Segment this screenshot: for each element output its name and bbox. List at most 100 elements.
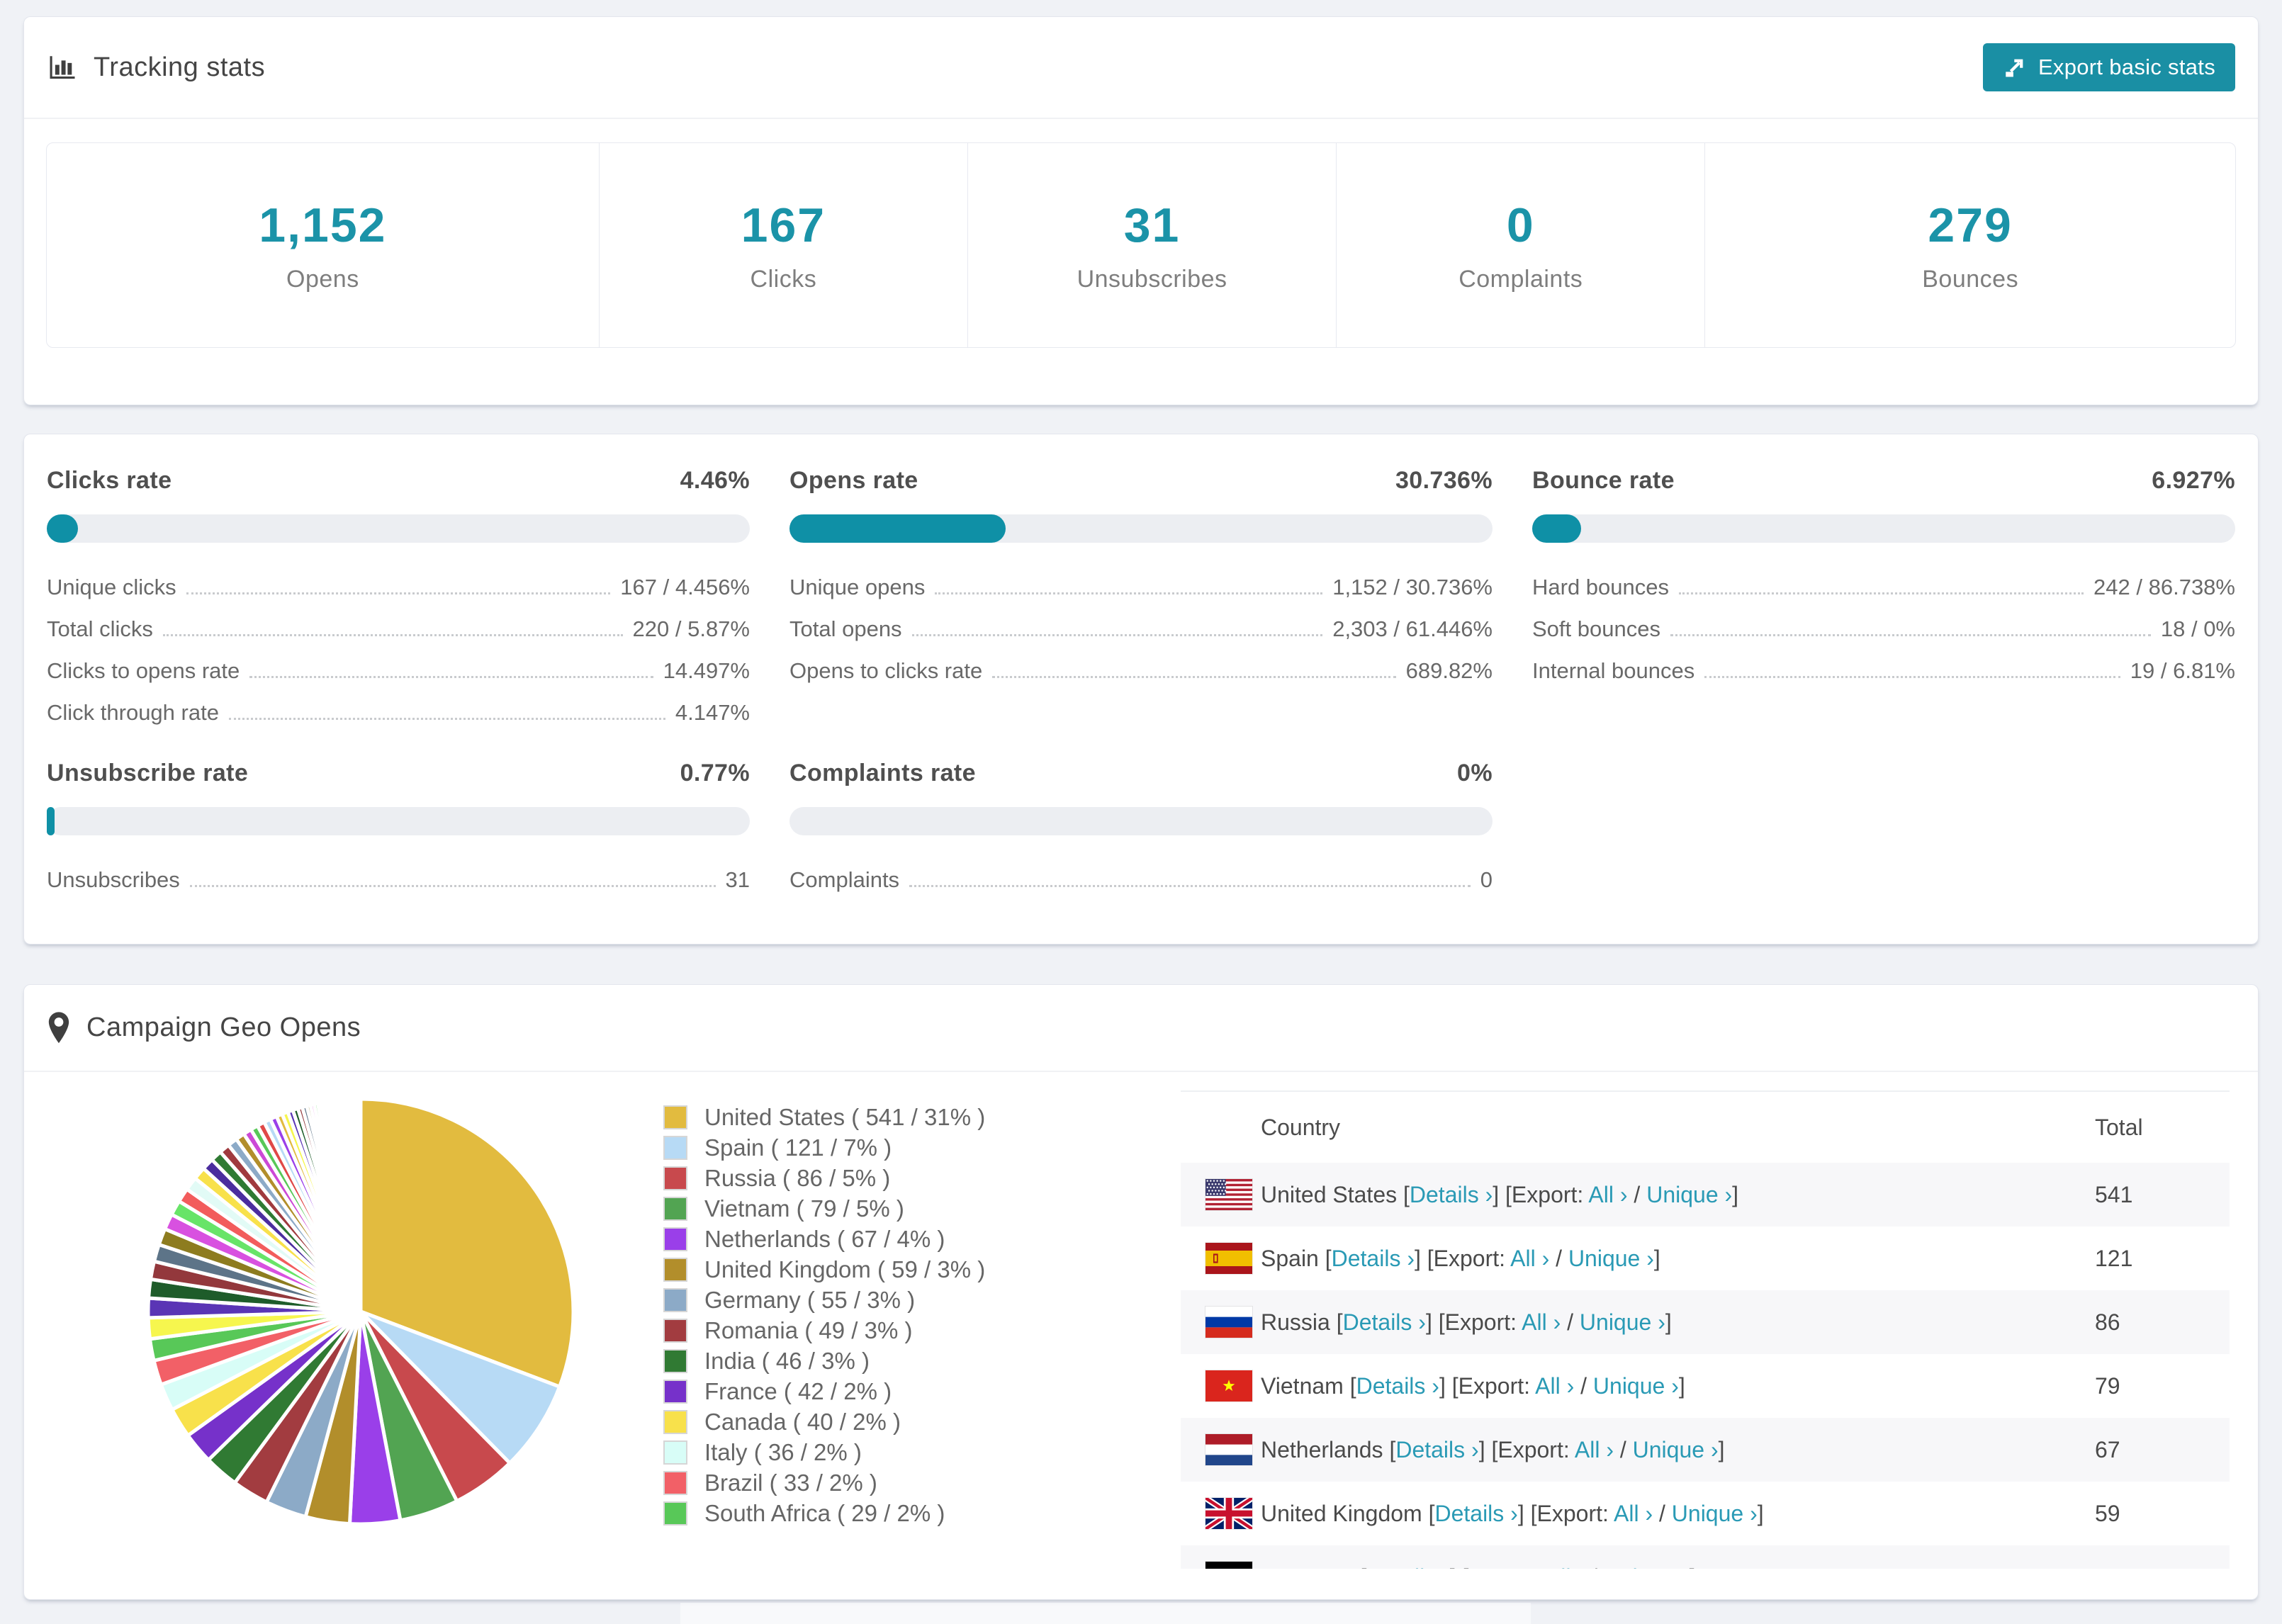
legend-label: South Africa ( 29 / 2% ) [704,1499,945,1526]
legend-item: Canada ( 40 / 2% ) [663,1406,985,1437]
legend-item: Germany ( 55 / 3% ) [663,1285,985,1315]
export-unique-link[interactable]: Unique › [1592,1372,1679,1399]
details-link[interactable]: Details › [1342,1309,1426,1335]
rate-detail-row: Total opens 2,303 / 61.446% [789,606,1493,648]
country-name: United States [1261,1181,1403,1207]
rate-row-value: 4.147% [675,700,750,725]
details-link[interactable]: Details › [1434,1500,1518,1526]
legend-label: Italy ( 36 / 2% ) [704,1438,862,1465]
details-link[interactable]: Details › [1409,1181,1493,1207]
rate-row-label: Clicks to opens rate [47,658,240,683]
dotted-leader [162,634,623,636]
rate-row-label: Complaints [789,867,900,892]
legend-label: Brazil ( 33 / 2% ) [704,1469,877,1496]
rate-title: Opens rate [789,467,918,494]
stats-summary-row: 1,152 Opens 167 Clicks 31 Unsubscribes 0 Compla… [46,142,2236,348]
rate-value: 0.77% [680,760,750,786]
export-all-link[interactable]: All › [1535,1372,1575,1399]
es-flag-icon [1181,1242,1261,1275]
details-link[interactable]: Details › [1395,1436,1479,1462]
export-unique-link[interactable]: Unique › [1568,1245,1654,1271]
legend-swatch [663,1440,687,1465]
rate-section-bounce-rate: Bounce rate 6.927% Hard bounces 242 / 86.73… [1532,467,2235,731]
rate-detail-rows: Unsubscribes 31 [47,857,750,898]
slash-text: / [1574,1372,1593,1399]
table-header-row: Country Total [1181,1092,2230,1163]
page-title: Tracking stats [94,52,266,82]
export-unique-link[interactable]: Unique › [1604,1564,1690,1569]
rate-detail-row: Unique opens 1,152 / 30.736% [789,564,1493,606]
dotted-leader [909,885,1471,887]
rate-row-value: 167 / 4.456% [620,575,750,599]
export-all-link[interactable]: All › [1614,1500,1653,1526]
legend-item: Vietnam ( 79 / 5% ) [663,1193,985,1224]
export-unique-link[interactable]: Unique › [1579,1309,1665,1335]
slash-text: / [1613,1436,1633,1462]
rate-value: 0% [1457,760,1493,786]
rate-progress-track [47,514,750,543]
details-link[interactable]: Details › [1331,1245,1415,1271]
legend-label: United Kingdom ( 59 / 3% ) [704,1256,986,1282]
rate-row-value: 220 / 5.87% [632,616,750,641]
rate-title-row: Complaints rate 0% [789,760,1493,787]
export-all-link[interactable]: All › [1588,1181,1628,1207]
country-name: Germany [1261,1564,1360,1569]
export-unique-link[interactable]: Unique › [1632,1436,1719,1462]
dotted-leader [1704,676,2120,678]
rate-row-label: Unsubscribes [47,867,180,892]
legend-swatch [663,1379,687,1404]
stat-value: 167 [741,198,826,252]
bracket-text: ] [1690,1564,1696,1569]
legend-swatch [663,1318,687,1343]
bracket-text: [ [1360,1564,1366,1569]
rate-row-value: 0 [1480,867,1493,892]
de-flag-icon [1181,1561,1261,1569]
rate-row-label: Total clicks [47,616,153,641]
vn-flag-icon [1181,1370,1261,1402]
rate-progress-fill [789,514,1006,543]
legend-label: Spain ( 121 / 7% ) [704,1134,892,1161]
export-unique-link[interactable]: Unique › [1646,1181,1733,1207]
rate-row-label: Soft bounces [1532,616,1660,641]
bracket-text: ] [Export: [1517,1500,1614,1526]
country-total: 59 [2095,1500,2120,1526]
rate-title-row: Clicks rate 4.46% [47,467,750,495]
legend-label: Germany ( 55 / 3% ) [704,1286,916,1313]
legend-item: Netherlands ( 67 / 4% ) [663,1224,985,1254]
rate-title-row: Opens rate 30.736% [789,467,1493,495]
rate-detail-row: Internal bounces 19 / 6.81% [1532,648,2235,689]
stat-value: 1,152 [259,198,387,252]
export-basic-stats-button[interactable]: Export basic stats [1982,43,2235,91]
details-link[interactable]: Details › [1356,1372,1439,1399]
legend-label: India ( 46 / 3% ) [704,1347,870,1374]
country-name: Spain [1261,1245,1325,1271]
geo-header: Campaign Geo Opens [24,985,2258,1072]
legend-swatch [663,1105,687,1129]
dotted-leader [249,676,653,678]
rate-progress-fill [47,514,79,543]
export-all-link[interactable]: All › [1574,1436,1614,1462]
export-all-link[interactable]: All › [1522,1309,1561,1335]
export-unique-link[interactable]: Unique › [1671,1500,1758,1526]
geo-opens-pie-chart[interactable] [142,1093,579,1530]
legend-label: Vietnam ( 79 / 5% ) [704,1195,904,1222]
bracket-text: [ [1428,1500,1435,1526]
export-all-link[interactable]: All › [1546,1564,1585,1569]
rate-progress-track [789,514,1493,543]
rate-row-label: Hard bounces [1532,575,1670,599]
nl-flag-icon [1181,1433,1261,1466]
us-flag-icon [1181,1178,1261,1211]
table-row: Germany [Details ›] [Export: All › / Uni… [1181,1545,2230,1569]
stat-label: Bounces [1922,265,2019,293]
rate-progress-track [789,807,1493,835]
details-link[interactable]: Details › [1366,1564,1449,1569]
country-cell: United States [Details ›] [Export: All ›… [1261,1182,2095,1208]
stat-card-complaints: 0 Complaints [1337,143,1706,347]
rate-detail-row: Complaints 0 [789,857,1493,898]
rate-value: 30.736% [1395,467,1493,494]
dotted-leader [1679,592,2084,594]
country-name: United Kingdom [1261,1500,1429,1526]
legend-item: Spain ( 121 / 7% ) [663,1132,985,1163]
country-cell: Germany [Details ›] [Export: All › / Uni… [1261,1564,2095,1569]
export-all-link[interactable]: All › [1510,1245,1550,1271]
